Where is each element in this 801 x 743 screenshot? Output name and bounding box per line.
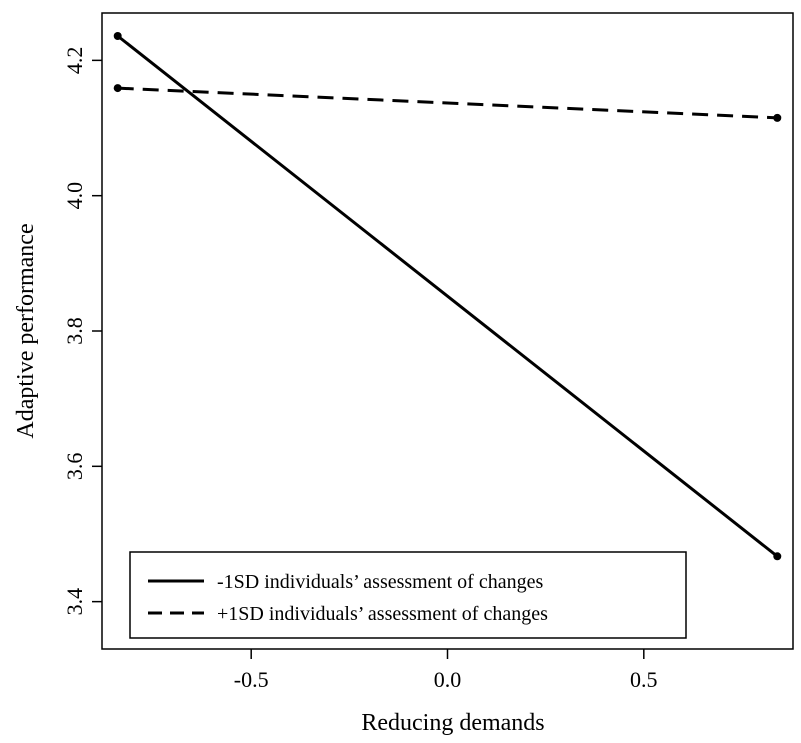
y-tick-label: 4.0 <box>62 182 87 210</box>
series-1-point <box>113 32 122 41</box>
x-tick-label: -0.5 <box>234 667 269 692</box>
legend: -1SD individuals’ assessment of changes … <box>129 551 687 639</box>
y-tick-label: 3.4 <box>62 588 87 616</box>
series-2-point <box>773 113 782 122</box>
legend-box <box>129 551 687 639</box>
legend-label-series-2: +1SD individuals’ assessment of changes <box>217 603 548 625</box>
series-2-point <box>113 84 122 93</box>
y-tick-label: 3.6 <box>62 453 87 481</box>
y-axis-label: Adaptive performance <box>13 223 39 438</box>
legend-label-series-1: -1SD individuals’ assessment of changes <box>217 571 543 593</box>
x-axis: -0.5 0.0 0.5 <box>234 649 658 692</box>
series-1-point <box>773 552 782 561</box>
series-line-2 <box>117 86 778 120</box>
x-tick-label: 0.0 <box>434 667 462 692</box>
y-tick-label: 4.2 <box>62 47 87 75</box>
y-tick-label: 3.8 <box>62 317 87 345</box>
series-layer <box>113 32 782 561</box>
y-axis: 3.4 3.6 3.8 4.0 4.2 <box>62 47 102 616</box>
x-tick-label: 0.5 <box>630 667 658 692</box>
x-axis-label: Reducing demands <box>361 710 544 736</box>
series-line-1 <box>116 34 779 558</box>
